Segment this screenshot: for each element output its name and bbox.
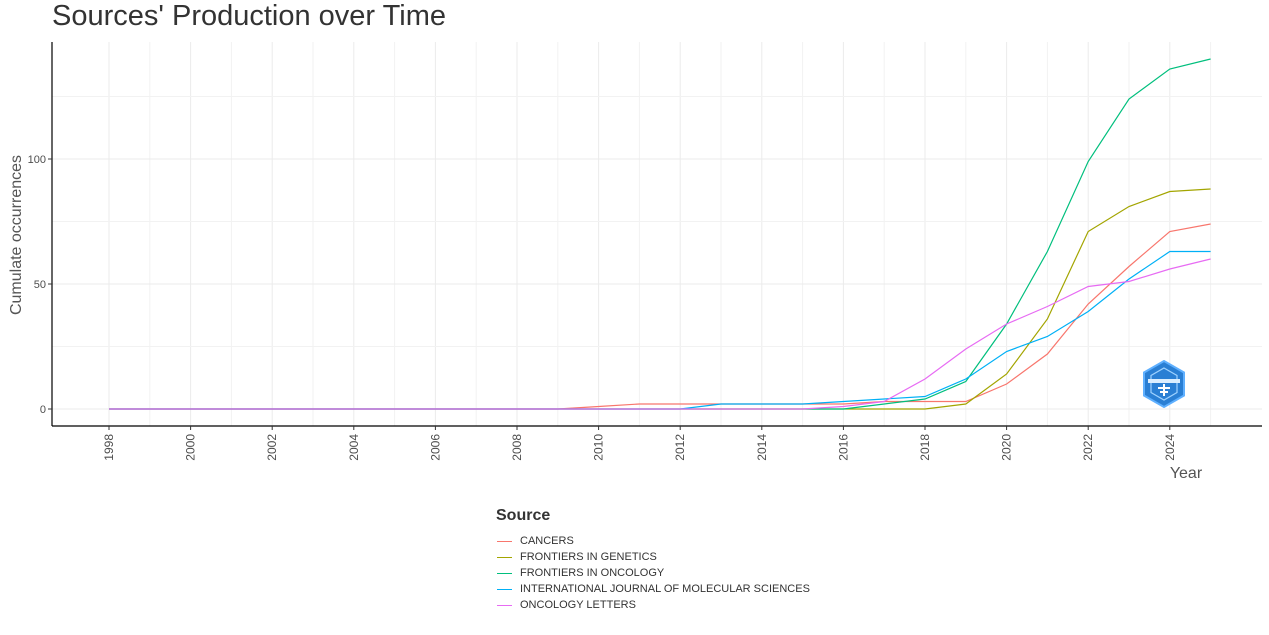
series-lines — [109, 58, 1211, 410]
chart-title: Sources' Production over Time — [52, 0, 446, 32]
legend-key — [496, 597, 513, 613]
line-chart: 0 50 100 1998 2000 2002 2004 2006 2008 2010 2012 20… — [8, 42, 1262, 482]
legend-item: INTERNATIONAL JOURNAL OF MOLECULAR SCIEN… — [496, 581, 810, 597]
x-tick-label: 2006 — [428, 434, 442, 461]
x-tick-label: 2020 — [1000, 434, 1014, 461]
legend-item: FRONTIERS IN ONCOLOGY — [496, 565, 810, 581]
series-line — [109, 58, 1211, 410]
legend-label: ONCOLOGY LETTERS — [520, 599, 636, 611]
x-tick-label: 2010 — [592, 434, 606, 461]
x-axis-label: Year — [1170, 465, 1203, 482]
legend-item: FRONTIERS IN GENETICS — [496, 549, 810, 565]
legend-label: CANCERS — [520, 535, 574, 547]
bibliometrix-logo-icon — [1143, 360, 1185, 408]
y-tick-label: 50 — [34, 279, 46, 291]
legend-label: INTERNATIONAL JOURNAL OF MOLECULAR SCIEN… — [520, 583, 810, 595]
legend-key — [496, 581, 513, 597]
legend-key — [496, 565, 513, 581]
grid — [52, 42, 1262, 426]
series-line — [109, 258, 1211, 410]
x-tick-label: 1998 — [102, 434, 116, 461]
axes: 0 50 100 1998 2000 2002 2004 2006 2008 2010 2012 20… — [28, 42, 1262, 461]
x-tick-label: 2016 — [836, 434, 850, 461]
series-line — [109, 223, 1211, 410]
y-axis-label: Cumulate occurrences — [8, 155, 25, 315]
legend: Source CANCERS FRONTIERS IN GENETICS FRONT… — [496, 507, 810, 613]
x-tick-label: 2008 — [510, 434, 524, 461]
legend-item: ONCOLOGY LETTERS — [496, 597, 810, 613]
legend-key — [496, 549, 513, 565]
series-line — [109, 250, 1211, 410]
x-tick-label: 2004 — [347, 434, 361, 461]
x-tick-label: 2000 — [184, 434, 198, 461]
x-tick-label: 2022 — [1081, 434, 1095, 461]
x-tick-label: 2002 — [265, 434, 279, 461]
axis-labels: Year Cumulate occurrences — [8, 155, 1203, 482]
y-tick-label: 0 — [40, 404, 46, 416]
x-tick-label: 2024 — [1163, 434, 1177, 461]
legend-item: CANCERS — [496, 533, 810, 549]
legend-label: FRONTIERS IN GENETICS — [520, 551, 657, 563]
x-tick-label: 2012 — [673, 434, 687, 461]
legend-key — [496, 533, 513, 549]
legend-label: FRONTIERS IN ONCOLOGY — [520, 567, 665, 579]
x-tick-label: 2014 — [755, 434, 769, 461]
legend-title: Source — [496, 507, 551, 524]
x-tick-label: 2018 — [918, 434, 932, 461]
y-tick-label: 100 — [28, 154, 46, 166]
